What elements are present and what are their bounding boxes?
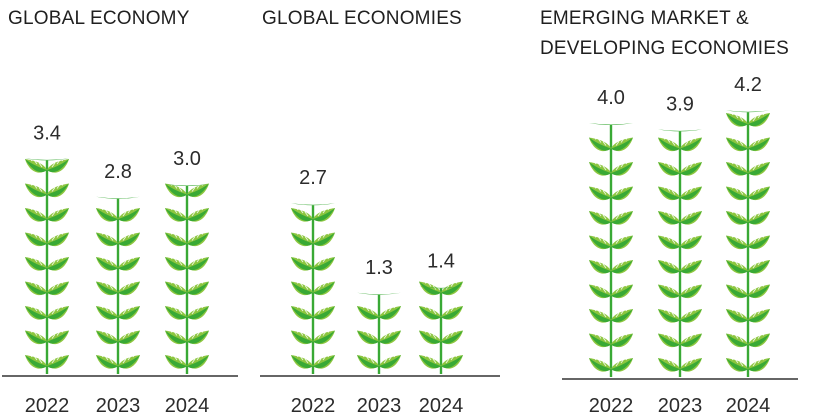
x-tick-label: 2024 bbox=[165, 395, 210, 416]
data-label: 4.0 bbox=[597, 87, 625, 109]
x-tick-label: 2023 bbox=[96, 395, 141, 416]
x-tick-label: 2022 bbox=[25, 395, 70, 416]
x-tick-label: 2024 bbox=[726, 395, 771, 416]
x-tick-label: 2023 bbox=[357, 395, 402, 416]
plant-bar-2024 bbox=[726, 110, 770, 377]
data-label: 3.4 bbox=[33, 122, 61, 144]
x-tick-label: 2024 bbox=[419, 395, 464, 416]
x-tick-label: 2022 bbox=[291, 395, 336, 416]
plant-bar-2022 bbox=[25, 156, 69, 374]
chart-title-global-economy: GLOBAL ECONOMY bbox=[8, 8, 190, 29]
plant-bar-2023 bbox=[658, 129, 702, 377]
plant-bar-2022 bbox=[291, 203, 335, 374]
plant-bar-2023 bbox=[96, 196, 140, 374]
data-label: 1.3 bbox=[365, 257, 393, 279]
plant-bar-2024 bbox=[165, 181, 209, 374]
x-tick-label: 2022 bbox=[589, 395, 634, 416]
data-label: 3.9 bbox=[666, 93, 694, 115]
plant-bar-2023 bbox=[357, 292, 401, 374]
data-label: 4.2 bbox=[734, 74, 762, 96]
plant-bar-2024 bbox=[419, 279, 463, 374]
data-label: 2.7 bbox=[299, 167, 327, 189]
data-label: 2.8 bbox=[104, 161, 132, 183]
x-tick-label: 2023 bbox=[658, 395, 703, 416]
chart-title-global-economies: GLOBAL ECONOMIES bbox=[262, 8, 462, 29]
data-label: 1.4 bbox=[427, 250, 455, 272]
chart-title-emerging-developing: EMERGING MARKET & DEVELOPING ECONOMIES bbox=[540, 8, 789, 59]
plant-bar-2022 bbox=[589, 123, 633, 377]
data-label: 3.0 bbox=[173, 148, 201, 170]
